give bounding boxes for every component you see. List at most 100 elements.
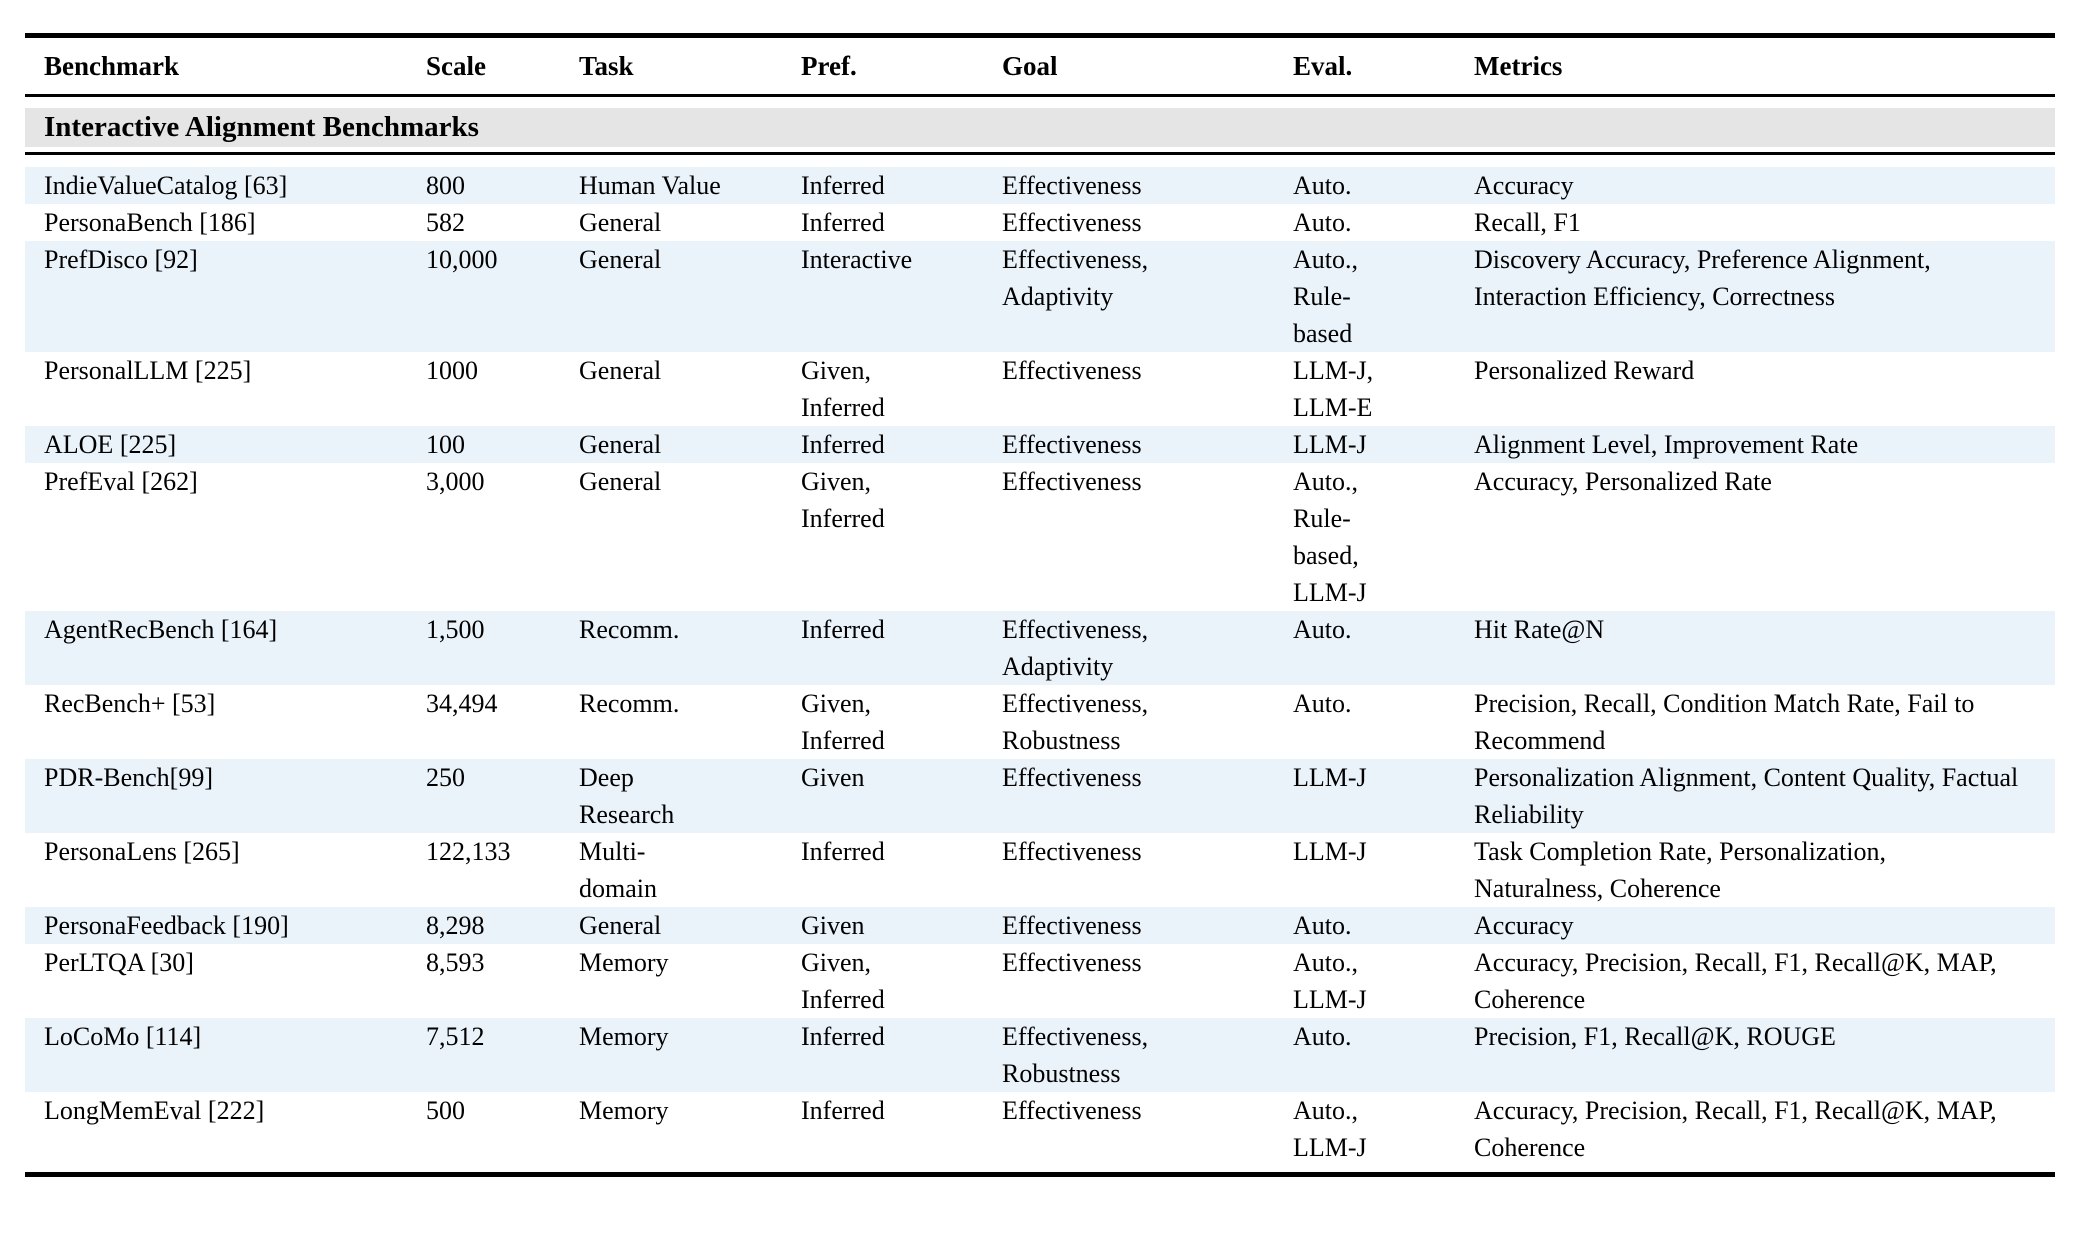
cell-scale: 122,133 [426, 837, 511, 866]
cell-task: Memory [579, 948, 669, 977]
cell-scale: 500 [426, 1096, 465, 1125]
cell-eval: Auto. [1293, 208, 1352, 237]
cell-task: General [579, 245, 662, 274]
cell-goal: Effectiveness [1002, 763, 1142, 792]
cell-metrics: Precision, Recall, Condition Match Rate,… [1474, 689, 1975, 755]
cell-task: Human Value [579, 171, 721, 200]
cell-scale: 3,000 [426, 467, 485, 496]
cell-task: General [579, 911, 662, 940]
cell-goal: Effectiveness [1002, 171, 1142, 200]
spacer-row [25, 154, 2055, 168]
cell-scale: 100 [426, 430, 465, 459]
cell-task: General [579, 430, 662, 459]
table-row: PersonaLens [265] 122,133 Multi-domain I… [25, 833, 2055, 907]
table-row: PersonalLLM [225] 1000 General Given, In… [25, 352, 2055, 426]
cell-benchmark: PersonalLLM [225] [44, 356, 252, 385]
table-row: PrefDisco [92] 10,000 General Interactiv… [25, 241, 2055, 352]
table-row: PersonaFeedback [190] 8,298 General Give… [25, 907, 2055, 944]
cell-eval: LLM-J [1293, 763, 1367, 792]
cell-scale: 8,593 [426, 948, 485, 977]
cell-scale: 250 [426, 763, 465, 792]
cell-benchmark: PersonaLens [265] [44, 837, 240, 866]
table-row: PDR-Bench[99] 250 Deep Research Given Ef… [25, 759, 2055, 833]
cell-metrics: Personalization Alignment, Content Quali… [1474, 763, 2019, 829]
header-row: Benchmark Scale Task Pref. Goal Eval. Me… [25, 35, 2055, 97]
cell-task: General [579, 356, 662, 385]
cell-goal: Effectiveness [1002, 948, 1142, 977]
table-row: IndieValueCatalog [63] 800 Human Value I… [25, 167, 2055, 204]
cell-task: Memory [579, 1022, 669, 1051]
section-title: Interactive Alignment Benchmarks [25, 108, 2055, 147]
cell-metrics: Recall, F1 [1474, 208, 1581, 237]
cell-goal: Effectiveness, Adaptivity [1002, 615, 1149, 681]
cell-metrics: Hit Rate@N [1474, 615, 1605, 644]
section-gap [25, 154, 2055, 168]
bottom-gap [25, 1166, 2055, 1175]
cell-metrics: Accuracy, Precision, Recall, F1, Recall@… [1474, 1096, 1997, 1162]
cell-benchmark: PerLTQA [30] [44, 948, 194, 977]
cell-task: Deep Research [579, 763, 675, 829]
table-row: PerLTQA [30] 8,593 Memory Given, Inferre… [25, 944, 2055, 1018]
cell-metrics: Accuracy, Personalized Rate [1474, 467, 1772, 496]
col-header-task: Task [579, 35, 801, 97]
cell-benchmark: AgentRecBench [164] [44, 615, 278, 644]
cell-task: General [579, 208, 662, 237]
cell-task: General [579, 467, 662, 496]
cell-goal: Effectiveness, Robustness [1002, 689, 1149, 755]
cell-pref: Inferred [801, 1022, 885, 1051]
cell-benchmark: LongMemEval [222] [44, 1096, 265, 1125]
cell-eval: LLM-J, LLM-E [1293, 356, 1374, 422]
cell-eval: Auto. [1293, 1022, 1352, 1051]
col-header-eval: Eval. [1293, 35, 1474, 97]
cell-scale: 8,298 [426, 911, 485, 940]
cell-metrics: Personalized Reward [1474, 356, 1695, 385]
col-header-scale: Scale [426, 35, 579, 97]
col-header-benchmark: Benchmark [25, 35, 426, 97]
cell-eval: LLM-J [1293, 430, 1367, 459]
cell-metrics: Accuracy [1474, 911, 1574, 940]
cell-pref: Given, Inferred [801, 948, 885, 1014]
cell-metrics: Accuracy, Precision, Recall, F1, Recall@… [1474, 948, 1997, 1014]
spacer-row [25, 1166, 2055, 1175]
cell-pref: Inferred [801, 171, 885, 200]
table-row: LongMemEval [222] 500 Memory Inferred Ef… [25, 1092, 2055, 1166]
table-row: PrefEval [262] 3,000 General Given, Infe… [25, 463, 2055, 611]
cell-scale: 800 [426, 171, 465, 200]
cell-benchmark: PDR-Bench[99] [44, 763, 213, 792]
table-row: ALOE [225] 100 General Inferred Effectiv… [25, 426, 2055, 463]
cell-goal: Effectiveness [1002, 430, 1142, 459]
cell-goal: Effectiveness [1002, 837, 1142, 866]
cell-task: Multi-domain [579, 837, 657, 903]
cell-pref: Inferred [801, 430, 885, 459]
table-row: PersonaBench [186] 582 General Inferred … [25, 204, 2055, 241]
cell-pref: Inferred [801, 208, 885, 237]
col-header-pref: Pref. [801, 35, 1002, 97]
cell-benchmark: RecBench+ [53] [44, 689, 216, 718]
cell-eval: Auto., Rule-based [1293, 245, 1358, 348]
cell-eval: LLM-J [1293, 837, 1367, 866]
cell-scale: 1000 [426, 356, 478, 385]
cell-pref: Interactive [801, 245, 913, 274]
cell-benchmark: PersonaBench [186] [44, 208, 256, 237]
cell-metrics: Precision, F1, Recall@K, ROUGE [1474, 1022, 1836, 1051]
cell-goal: Effectiveness, Robustness [1002, 1022, 1149, 1088]
cell-task: Memory [579, 1096, 669, 1125]
cell-eval: Auto., Rule-based, LLM-J [1293, 467, 1367, 607]
cell-goal: Effectiveness, Adaptivity [1002, 245, 1149, 311]
col-header-metrics: Metrics [1474, 35, 2055, 97]
cell-eval: Auto., LLM-J [1293, 1096, 1367, 1162]
benchmark-table: Benchmark Scale Task Pref. Goal Eval. Me… [25, 33, 2055, 1177]
cell-goal: Effectiveness [1002, 467, 1142, 496]
section-row: Interactive Alignment Benchmarks [25, 95, 2055, 155]
cell-scale: 7,512 [426, 1022, 485, 1051]
table-row: LoCoMo [114] 7,512 Memory Inferred Effec… [25, 1018, 2055, 1092]
cell-benchmark: PrefEval [262] [44, 467, 198, 496]
cell-task: Recomm. [579, 615, 680, 644]
cell-metrics: Alignment Level, Improvement Rate [1474, 430, 1859, 459]
cell-goal: Effectiveness [1002, 1096, 1142, 1125]
cell-pref: Given [801, 911, 865, 940]
cell-metrics: Discovery Accuracy, Preference Alignment… [1474, 245, 1931, 311]
cell-benchmark: LoCoMo [114] [44, 1022, 202, 1051]
cell-benchmark: PrefDisco [92] [44, 245, 198, 274]
cell-pref: Inferred [801, 615, 885, 644]
